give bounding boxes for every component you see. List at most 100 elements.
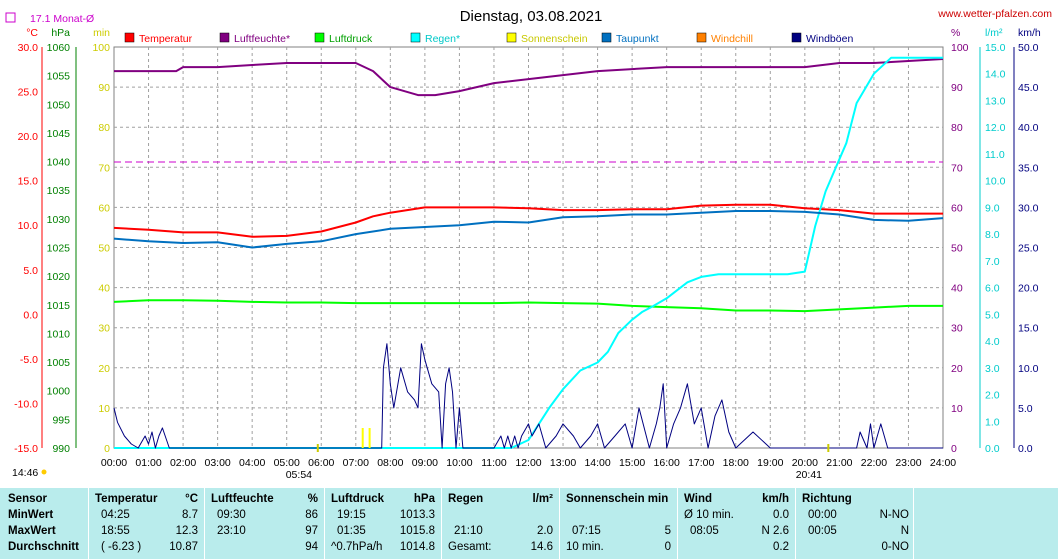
row-label-avg: Durchschnitt xyxy=(8,541,79,553)
temp-axis-unit: °C xyxy=(26,27,38,39)
rain-axis-unit: l/m² xyxy=(985,27,1003,39)
humidity-axis-tick: 100 xyxy=(951,42,969,54)
humidity-axis-tick: 10 xyxy=(951,403,963,415)
minutes-axis-tick: 10 xyxy=(98,403,110,415)
temp-axis-tick: -5.0 xyxy=(20,354,38,366)
x-tick-label: 06:00 xyxy=(308,457,334,469)
series-line-regen xyxy=(114,56,943,449)
minutes-axis-unit: min xyxy=(93,27,110,39)
chart-grid xyxy=(113,46,944,449)
pressure-axis-tick: 1040 xyxy=(47,157,71,169)
minutes-axis-tick: 100 xyxy=(92,42,110,54)
humidity-axis-tick: 90 xyxy=(951,82,963,94)
legend-swatch xyxy=(219,32,230,43)
rain-axis-tick: 12.0 xyxy=(985,122,1006,134)
legend-label: Taupunkt xyxy=(616,33,659,45)
direction-col: Richtung 00:00 N-NO 00:05 N 0-NO xyxy=(802,493,909,553)
temp-axis-tick: 30.0 xyxy=(18,42,39,54)
wind-axis-tick: 20.0 xyxy=(1018,283,1039,295)
sun-hours-label: 14:46 xyxy=(12,467,38,479)
chart-title: Dienstag, 03.08.2021 xyxy=(460,8,603,25)
wind-axis-tick: 40.0 xyxy=(1018,122,1039,134)
humidity-axis-tick: 80 xyxy=(951,122,963,134)
rain-axis-tick: 14.0 xyxy=(985,69,1006,81)
pressure-axis-tick: 995 xyxy=(52,414,70,426)
legend-swatch xyxy=(696,32,707,43)
rain-axis-tick: 2.0 xyxy=(985,390,1000,402)
wind-col: Wind km/h Ø 10 min. 0.0 08:05 N 2.6 0.2 xyxy=(684,493,789,553)
rain-axis-tick: 11.0 xyxy=(985,149,1005,161)
x-tick-label: 09:00 xyxy=(412,457,438,469)
minutes-axis-tick: 40 xyxy=(98,283,110,295)
wind-axis-unit: km/h xyxy=(1018,27,1041,39)
x-tick-label: 20:00 xyxy=(792,457,818,469)
rain-axis-tick: 13.0 xyxy=(985,95,1006,107)
wind-axis-tick: 45.0 xyxy=(1018,82,1039,94)
pressure-axis-tick: 1060 xyxy=(47,42,71,54)
rain-axis-tick: 5.0 xyxy=(985,309,1000,321)
x-tick-label: 01:00 xyxy=(135,457,161,469)
wind-axis-tick: 10.0 xyxy=(1018,363,1039,375)
pressure-axis-tick: 990 xyxy=(52,443,70,455)
x-tick-label: 04:00 xyxy=(239,457,265,469)
humidity-col: Luftfeuchte % 09:30 86 23:10 97 94 xyxy=(211,493,318,553)
x-tick-label: 00:00 xyxy=(101,457,127,469)
legend-label: Luftdruck xyxy=(329,33,373,45)
rain-axis-tick: 0.0 xyxy=(985,443,1000,455)
stats-table: Sensor MinWert MaxWert Durchschnitt Temp… xyxy=(0,488,1058,559)
x-tick-label: 21:00 xyxy=(826,457,852,469)
pressure-axis-tick: 1015 xyxy=(47,300,71,312)
x-tick-label: 11:00 xyxy=(481,457,507,469)
chart-series xyxy=(113,56,944,452)
temp-axis-tick: 25.0 xyxy=(18,87,39,99)
temp-axis-tick: 10.0 xyxy=(18,220,39,232)
legend-swatch xyxy=(601,32,612,43)
legend-label: Luftfeuchte* xyxy=(234,33,290,45)
minutes-axis-tick: 20 xyxy=(98,363,110,375)
rain-axis-tick: 1.0 xyxy=(985,416,1000,428)
pressure-col: Luftdruck hPa 19:15 1013.3 01:35 1015.8 … xyxy=(331,493,435,553)
series-line-luftfeuchte xyxy=(114,58,944,97)
chart-legend: Temperatur Luftfeuchte* Luftdruck Regen* Son… xyxy=(124,32,853,45)
minutes-axis-tick: 50 xyxy=(98,243,110,255)
minutes-axis-tick: 0 xyxy=(104,443,110,455)
wind-axis-tick: 35.0 xyxy=(1018,162,1039,174)
series-line-windben xyxy=(113,343,943,449)
rain-axis-tick: 10.0 xyxy=(985,176,1006,188)
x-tick-label: 17:00 xyxy=(688,457,714,469)
legend-swatch xyxy=(506,32,517,43)
x-tick-label: 03:00 xyxy=(204,457,230,469)
minutes-axis-tick: 60 xyxy=(98,202,110,214)
humidity-axis-tick: 50 xyxy=(951,243,963,255)
minutes-axis-tick: 90 xyxy=(98,82,110,94)
wind-axis-tick: 50.0 xyxy=(1018,42,1039,54)
legend-label: Regen* xyxy=(425,33,460,45)
row-label-max: MaxWert xyxy=(8,525,56,537)
wind-axis-tick: 30.0 xyxy=(1018,202,1039,214)
legend-label: Sonnenschein xyxy=(521,33,588,45)
chart-axes: °C 30.0 25.0 20.0 15.0 10.0 5.0 0.0 -5.0 -10.0 -15… xyxy=(14,27,1041,469)
x-tick-label: 08:00 xyxy=(377,457,403,469)
x-tick-label: 12:00 xyxy=(515,457,541,469)
humidity-axis-tick: 70 xyxy=(951,162,963,174)
pressure-axis-tick: 1000 xyxy=(47,386,71,398)
x-tick-label: 15:00 xyxy=(619,457,645,469)
x-tick-label: 22:00 xyxy=(861,457,887,469)
rain-axis-tick: 3.0 xyxy=(985,363,1000,375)
humidity-axis-unit: % xyxy=(951,27,960,39)
minutes-axis-tick: 70 xyxy=(98,162,110,174)
x-tick-label: 19:00 xyxy=(757,457,783,469)
monthly-avg-label: 17.1 Monat-Ø xyxy=(30,13,94,25)
humidity-axis-tick: 30 xyxy=(951,323,963,335)
rain-axis-tick: 8.0 xyxy=(985,229,1000,241)
source-link[interactable]: www.wetter-pfalzen.com xyxy=(937,8,1052,20)
legend-label: Windchill xyxy=(711,33,753,45)
legend-label: Temperatur xyxy=(139,33,193,45)
humidity-axis-tick: 60 xyxy=(951,202,963,214)
pressure-axis-unit: hPa xyxy=(51,27,70,39)
pressure-axis-tick: 1035 xyxy=(47,185,71,197)
rain-axis-tick: 6.0 xyxy=(985,283,1000,295)
pressure-axis-tick: 1045 xyxy=(47,128,71,140)
series-line-taupunkt xyxy=(113,210,944,249)
weather-chart: °C 30.0 25.0 20.0 15.0 10.0 5.0 0.0 -5.0 -10.0 -15… xyxy=(5,8,1052,481)
